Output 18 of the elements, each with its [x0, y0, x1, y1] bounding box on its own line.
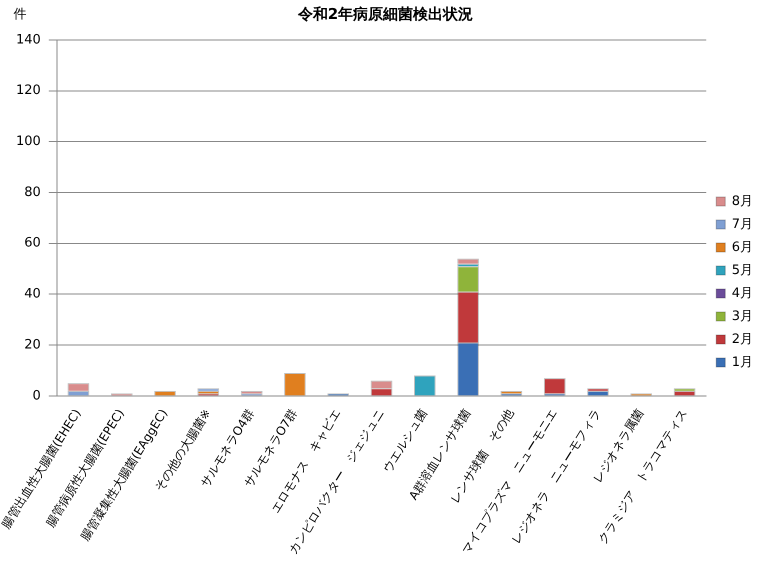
- legend-label: 4月: [732, 286, 754, 301]
- legend-label: 7月: [732, 216, 754, 232]
- y-tick-label: 20: [24, 337, 41, 352]
- y-tick-label: 60: [24, 236, 41, 251]
- y-axis-title: 件: [14, 6, 26, 22]
- y-tick-label: 120: [16, 83, 41, 98]
- legend-label: 3月: [732, 308, 754, 324]
- chart-title: 令和2年病原細菌検出状況: [296, 4, 474, 23]
- legend-label: 8月: [732, 194, 754, 209]
- legend-label: 6月: [732, 240, 754, 255]
- legend-label: 5月: [732, 262, 754, 278]
- legend-label: 1月: [732, 354, 754, 370]
- legend-label: 2月: [732, 332, 754, 347]
- y-tick-label: 40: [24, 286, 41, 302]
- y-tick-label: 140: [16, 32, 41, 48]
- y-tick-label: 0: [32, 388, 41, 404]
- y-tick-label: 100: [16, 134, 41, 150]
- y-tick-label: 80: [24, 184, 41, 200]
